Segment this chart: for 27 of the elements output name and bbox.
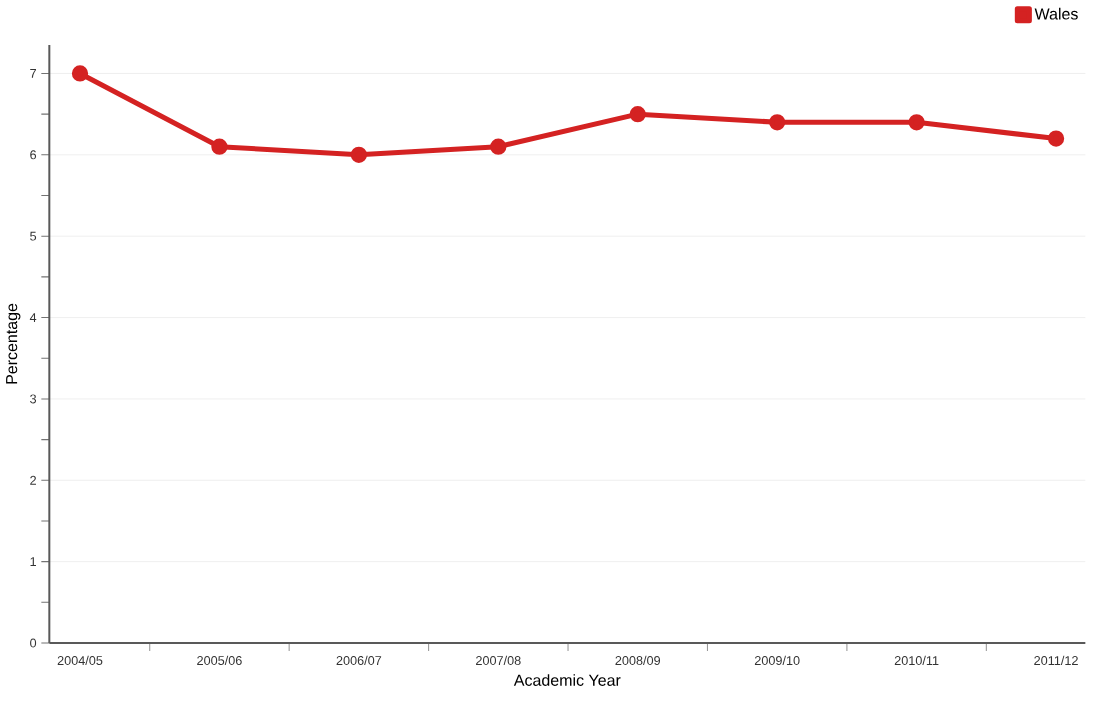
y-tick-label: 2 xyxy=(30,475,36,485)
y-tick-label: 0 xyxy=(30,638,37,648)
point xyxy=(1047,130,1065,147)
x-tick-label: 2004/05 xyxy=(57,655,103,666)
point xyxy=(769,114,786,131)
point xyxy=(629,106,646,123)
x-tick-label: 2007/08 xyxy=(476,655,521,666)
y-tick-label: 5 xyxy=(30,231,37,241)
point xyxy=(350,146,368,163)
point xyxy=(908,114,925,131)
x-tick-label: 2009/10 xyxy=(754,655,800,666)
x-tick-label: 2005/06 xyxy=(197,655,242,666)
x-axis-title: Academic Year xyxy=(513,674,621,686)
y-tick-label: 1 xyxy=(30,557,36,566)
point xyxy=(211,138,228,155)
y-tick-label: 3 xyxy=(30,394,37,404)
x-tick-label: 2010/11 xyxy=(894,655,939,666)
y-tick-label: 7 xyxy=(30,69,36,78)
y-tick-label: 6 xyxy=(30,150,37,160)
y-tick-label: 4 xyxy=(29,313,37,322)
x-tick-label: 2008/09 xyxy=(615,655,661,666)
legend-label: Wales xyxy=(1034,7,1078,20)
point xyxy=(490,138,507,155)
x-tick-label: 2006/07 xyxy=(336,655,382,666)
point xyxy=(71,65,89,82)
y-axis-title: Percentage xyxy=(6,303,21,384)
x-tick-label: 2011/12 xyxy=(1034,655,1078,666)
